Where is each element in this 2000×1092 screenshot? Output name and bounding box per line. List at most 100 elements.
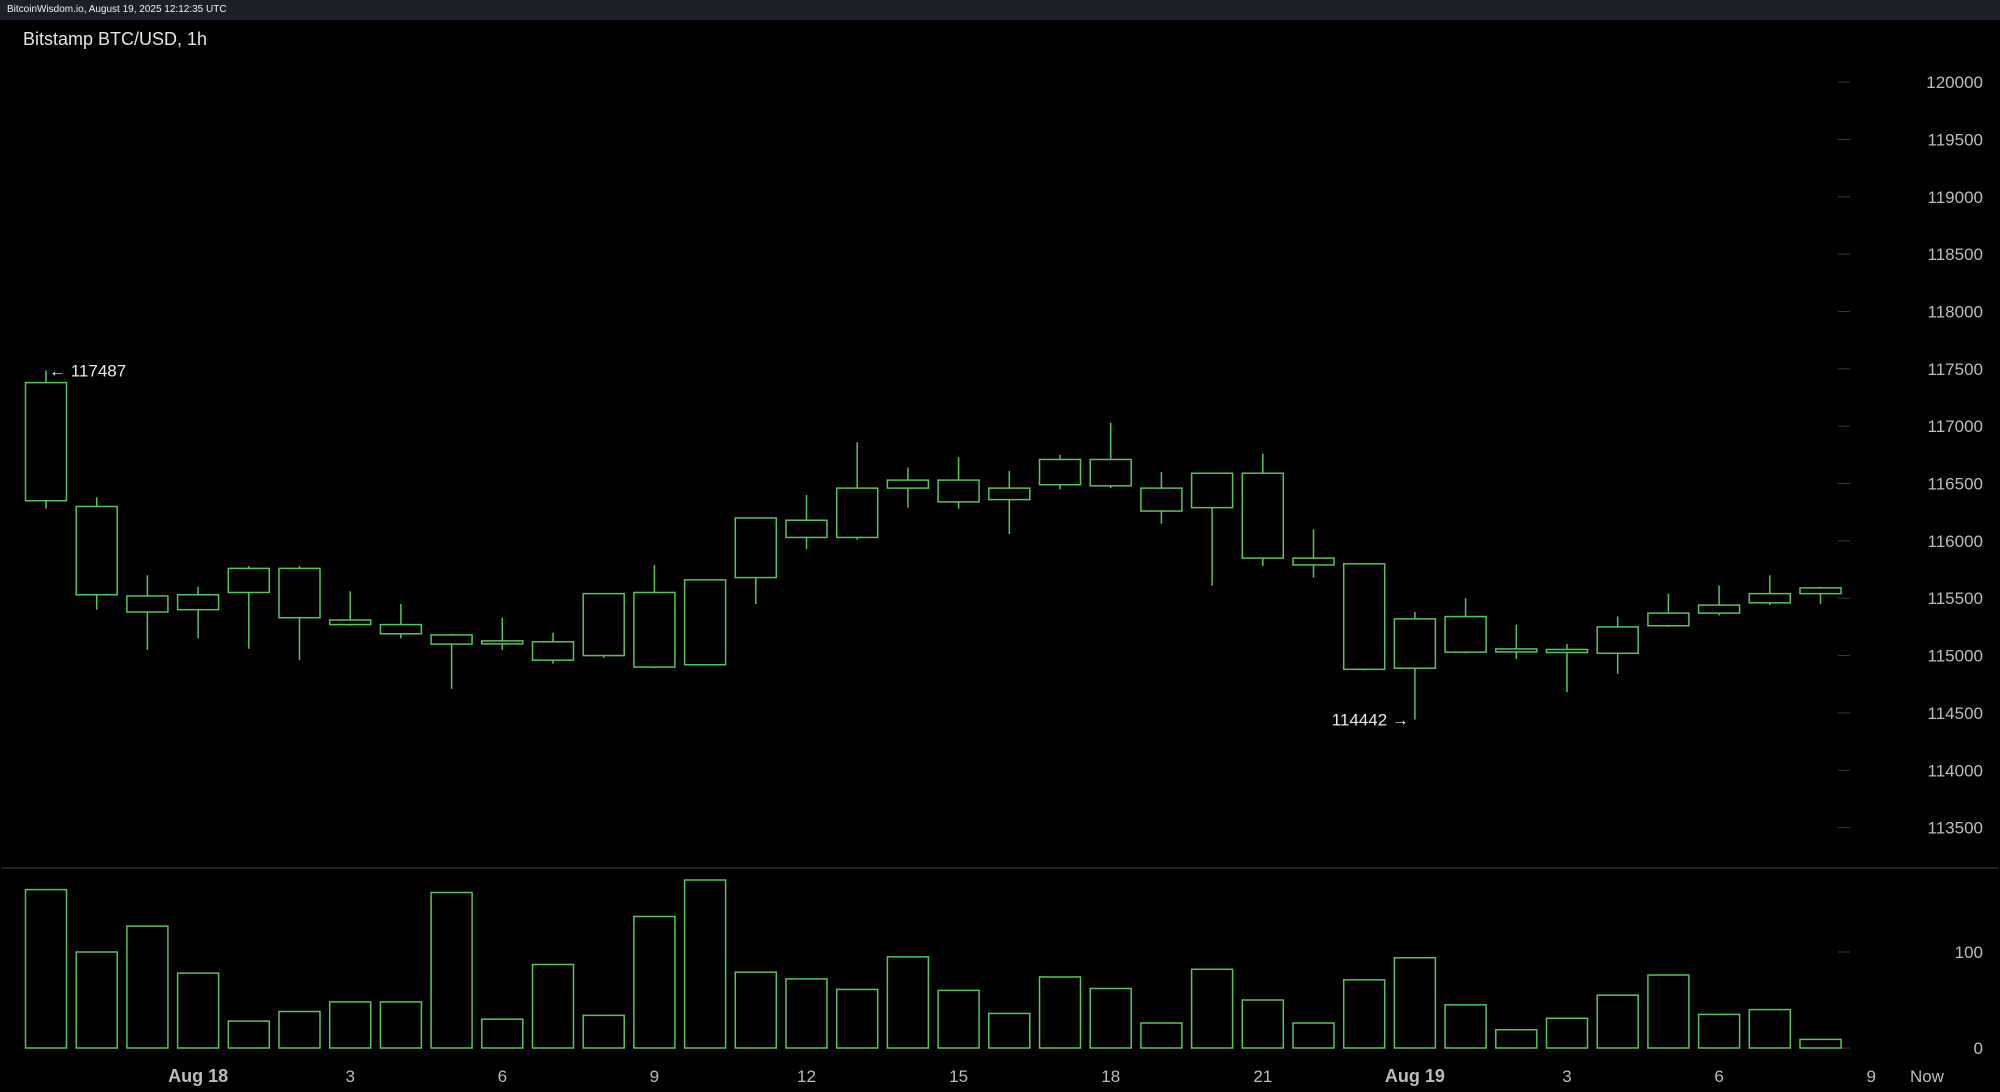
volume-bar-up: [988, 1012, 1031, 1049]
time-axis-label: 3: [1562, 1067, 1571, 1086]
volume-bar-up: [785, 978, 828, 1049]
low-marker-label: 114442 →: [1332, 711, 1409, 730]
volume-bar-up: [1799, 1038, 1842, 1049]
high-marker-label: ← 117487: [49, 361, 126, 380]
volume-bar-up: [1038, 976, 1082, 1049]
candle-body-up: [734, 517, 778, 579]
candle-body-up: [937, 479, 980, 503]
volume-bar-up: [1545, 1017, 1589, 1049]
candle-body-up: [227, 567, 271, 594]
time-axis-label: Aug 18: [168, 1066, 228, 1086]
price-axis-label: 117500: [1928, 360, 1983, 379]
candle-body-up: [1038, 458, 1082, 486]
candle-body-up: [1140, 487, 1183, 512]
candle-body-up: [1342, 563, 1386, 671]
candle-body-up: [531, 641, 575, 661]
volume-bar-up: [24, 888, 68, 1049]
price-axis-label: 114500: [1928, 704, 1983, 723]
volume-bar-up: [379, 1001, 423, 1049]
candle-body-up: [278, 567, 321, 619]
volume-bar-up: [582, 1014, 625, 1049]
volume-bar-up: [328, 1001, 372, 1049]
time-axis-label: 18: [1101, 1067, 1120, 1086]
volume-bar-up: [633, 915, 676, 1049]
time-axis-label: 3: [345, 1067, 354, 1086]
volume-bar-up: [176, 972, 220, 1049]
candle-body-up: [1241, 472, 1285, 559]
candle-body-up: [1393, 618, 1437, 669]
candle-body-up: [1799, 587, 1842, 595]
volume-bar-up: [1697, 1013, 1741, 1049]
volume-bar-up: [886, 956, 930, 1049]
volume-bar-up: [1342, 979, 1386, 1049]
time-axis-label: Aug 19: [1385, 1066, 1445, 1086]
candle-body-up: [430, 634, 473, 645]
price-axis-label: 120000: [1926, 73, 1983, 92]
volume-axis-label: 100: [1955, 943, 1983, 962]
volume-bar-up: [1241, 999, 1285, 1049]
price-axis-label: 115000: [1928, 647, 1983, 666]
volume-bar-up: [430, 891, 473, 1049]
candle-body-up: [988, 487, 1031, 501]
volume-bar-up: [1190, 968, 1234, 1049]
candle-body-up: [1545, 648, 1589, 654]
candle-body-up: [785, 519, 828, 539]
price-axis-label: 116000: [1928, 532, 1983, 551]
volume-bar-up: [1596, 994, 1639, 1049]
chart-title: Bitstamp BTC/USD, 1h: [23, 29, 208, 49]
price-axis-label: 119500: [1928, 130, 1983, 149]
candle-body-up: [24, 381, 68, 502]
time-axis-label: 12: [797, 1067, 816, 1086]
volume-bar-up: [835, 988, 879, 1049]
candle-body-up: [886, 479, 930, 489]
time-axis-label: 15: [949, 1067, 968, 1086]
candle-body-up: [75, 505, 118, 596]
candle-body-up: [126, 595, 169, 613]
candle-body-up: [379, 623, 423, 635]
volume-bar-up: [126, 925, 169, 1049]
volume-bar-up: [1292, 1022, 1335, 1049]
price-axis-label: 119000: [1928, 188, 1983, 207]
volume-bar-up: [1140, 1022, 1183, 1049]
volume-bar-up: [1089, 987, 1132, 1049]
candle-body-up: [1190, 472, 1234, 509]
candle-body-up: [633, 591, 676, 668]
candle-body-up: [328, 619, 372, 626]
volume-bar-up: [734, 971, 778, 1049]
volume-bar-up: [683, 879, 727, 1049]
volume-bar-up: [75, 951, 118, 1049]
candle-body-up: [1292, 557, 1335, 566]
source-caption: BitcoinWisdom.io, August 19, 2025 12:12:…: [7, 4, 227, 15]
price-axis-label: 118500: [1928, 245, 1983, 264]
candle-body-up: [1444, 615, 1487, 653]
candle-body-up: [1697, 604, 1741, 614]
time-axis-label: 6: [498, 1067, 507, 1086]
volume-bar-up: [1444, 1004, 1487, 1049]
chart-frame: [2, 20, 1998, 1090]
volume-bar-up: [937, 989, 980, 1049]
volume-bar-up: [227, 1020, 271, 1049]
time-axis-label: 9: [650, 1067, 659, 1086]
volume-bar-up: [278, 1010, 321, 1049]
candle-body-up: [176, 594, 220, 611]
volume-bar-up: [1495, 1029, 1538, 1049]
candle-body-up: [1647, 612, 1690, 627]
volume-bar-up: [1393, 957, 1437, 1049]
volume-axis-label: 0: [1974, 1039, 1983, 1058]
volume-bar-up: [1748, 1008, 1792, 1049]
candle-body-up: [481, 640, 524, 645]
candle-body-up: [1596, 626, 1639, 655]
price-axis-label: 116500: [1928, 475, 1983, 494]
volume-bar-up: [1647, 974, 1690, 1049]
price-axis-label: 118000: [1928, 303, 1983, 322]
time-axis-label: Now: [1910, 1067, 1945, 1086]
candle-body-up: [582, 592, 625, 657]
price-axis-label: 113500: [1928, 819, 1983, 838]
candle-body-up: [1495, 648, 1538, 653]
price-axis-label: 114000: [1928, 761, 1983, 780]
candle-body-up: [1089, 458, 1132, 487]
volume-bar-up: [531, 963, 575, 1049]
candle-body-up: [1748, 592, 1792, 604]
price-axis-label: 115500: [1928, 589, 1983, 608]
